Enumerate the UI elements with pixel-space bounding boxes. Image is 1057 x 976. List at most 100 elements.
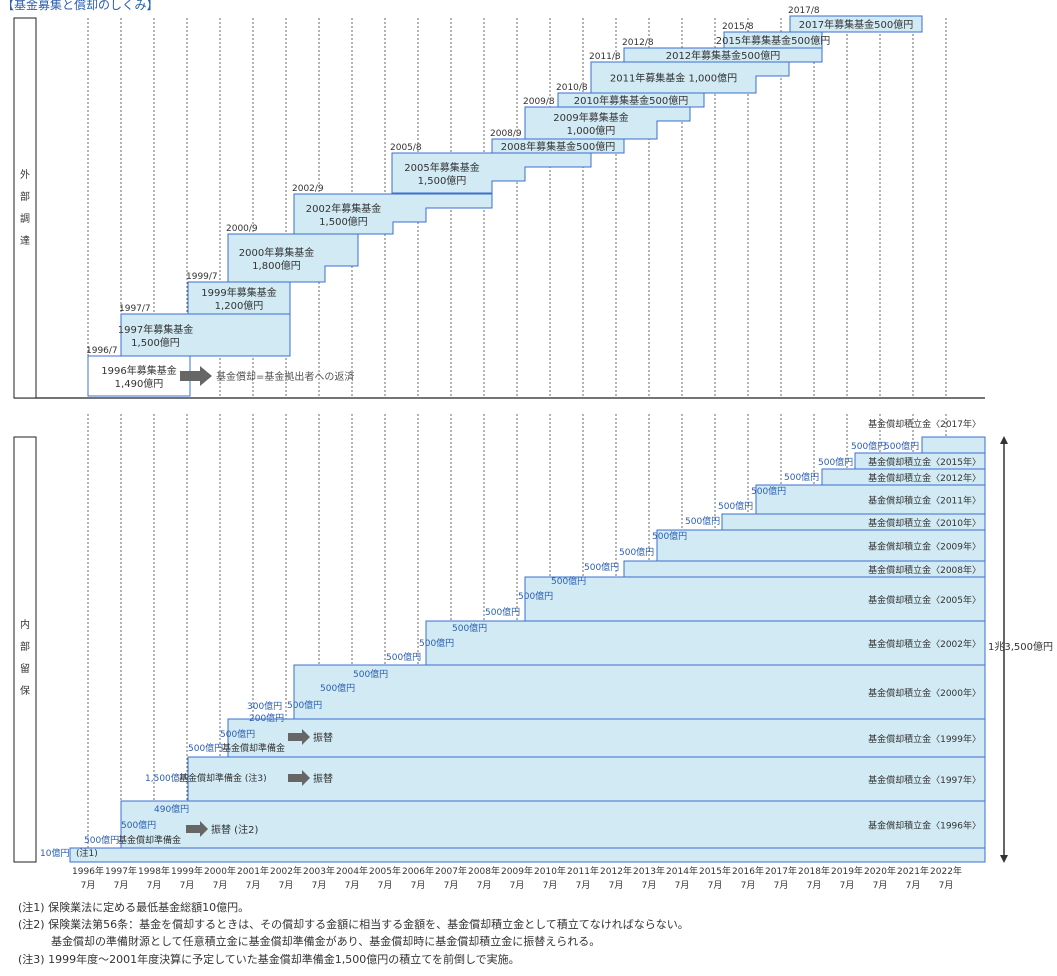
reserve-label: 基金償却積立金〈1996年〉 — [868, 820, 981, 832]
increment-label: 500億円 — [884, 440, 919, 452]
fund-date: 2012/8 — [622, 38, 654, 48]
diagram-title: 【基金募集と償却のしくみ】 — [2, 0, 159, 12]
month-label: 7月 — [609, 880, 624, 891]
increment-label: 500億円 — [485, 606, 520, 618]
increment-label: 500億円 — [751, 485, 786, 497]
year-label: 2022年 — [930, 865, 962, 877]
fund-date: 2015/8 — [722, 22, 754, 32]
year-label: 2007年 — [435, 865, 467, 877]
fund-date: 2000/9 — [226, 224, 258, 234]
month-label: 7月 — [246, 880, 261, 891]
year-label: 2019年 — [831, 865, 863, 877]
fund-amount: 1,800億円 — [252, 259, 301, 272]
reserve-label: 基金償却積立金〈2009年〉 — [868, 541, 981, 553]
month-label: 7月 — [411, 880, 426, 891]
fund-date: 2017/8 — [788, 6, 820, 16]
increment-label: 500億円 — [619, 546, 654, 558]
year-label: 1999年 — [171, 865, 203, 877]
year-label: 2016年 — [732, 865, 764, 877]
fund-label: 2000年募集基金 — [239, 246, 314, 259]
month-label: 7月 — [873, 880, 888, 891]
month-label: 7月 — [741, 880, 756, 891]
increment-label: 490億円 — [154, 803, 189, 815]
year-label: 2010年 — [534, 865, 566, 877]
fund-date: 2008/9 — [490, 129, 522, 139]
month-label: 7月 — [708, 880, 723, 891]
note-2: (注2) 保険業法第56条：基金を償却するときは、その償却する金額に相当する金額… — [18, 918, 689, 931]
reserve-label: 基金償却積立金〈2010年〉 — [868, 517, 981, 529]
reserve-label: 基金償却積立金〈2002年〉 — [868, 638, 981, 650]
repayment-label: 基金償却=基金拠出者への返済 — [216, 370, 354, 383]
month-label: 7月 — [312, 880, 327, 891]
reserve-band — [755, 484, 986, 515]
month-label: 7月 — [543, 880, 558, 891]
transfer-label: 振替 (注2) — [211, 823, 258, 836]
fund-label: 2010年募集基金500億円 — [574, 94, 689, 107]
internal-label-char: 内 — [20, 618, 30, 631]
month-label: 7月 — [906, 880, 921, 891]
increment-label: 10億円 — [40, 847, 69, 859]
increment-label: 500億円 — [851, 440, 886, 452]
transfer-label: 振替 — [313, 772, 333, 785]
fund-date: 1999/7 — [186, 272, 218, 282]
reserve-label: 基金償却積立金〈2011年〉 — [868, 495, 981, 507]
fund-box — [391, 152, 592, 194]
month-label: 7月 — [510, 880, 525, 891]
year-label: 2011年 — [567, 865, 599, 877]
increment-label: 500億円 — [188, 742, 223, 754]
fund-amount: 1,500億円 — [319, 215, 368, 228]
fund-amount: 1,000億円 — [567, 124, 616, 137]
year-label: 1997年 — [105, 865, 137, 877]
month-label: 7月 — [147, 880, 162, 891]
month-label: 7月 — [807, 880, 822, 891]
external-label-char: 調 — [20, 212, 30, 225]
reserve-label: 基金償却積立金〈1999年〉 — [868, 733, 981, 745]
reserve-band — [293, 664, 986, 720]
year-label: 2005年 — [369, 865, 401, 877]
note-1: (注1) 保険業法に定める最低基金総額10億円。 — [18, 901, 250, 914]
year-label: 2002年 — [270, 865, 302, 877]
increment-label: 500億円 — [718, 500, 753, 512]
fund-label: 2008年募集基金500億円 — [501, 140, 616, 153]
transfer-label: 振替 — [313, 731, 333, 744]
fund-amount: 1,490億円 — [115, 377, 164, 390]
increment-label: 500億円 — [84, 834, 119, 846]
month-label: 7月 — [840, 880, 855, 891]
reserve-label: 基金償却積立金〈2000年〉 — [868, 687, 981, 699]
fund-label: 1999年募集基金 — [201, 286, 276, 299]
year-label: 2008年 — [468, 865, 500, 877]
increment-label: 500億円 — [584, 561, 619, 573]
increment-label: 500億円 — [320, 682, 355, 694]
fund-amount: 1,500億円 — [131, 336, 180, 349]
internal-label-char: 留 — [20, 662, 30, 675]
fund-date: 1997/7 — [119, 304, 151, 314]
year-label: 2009年 — [501, 865, 533, 877]
fund-date: 2011/8 — [589, 52, 621, 62]
internal-label-char: 部 — [20, 640, 30, 653]
fund-date: 2005/8 — [390, 143, 422, 153]
year-label: 2020年 — [864, 865, 896, 877]
year-label: 2004年 — [336, 865, 368, 877]
year-label: 2018年 — [798, 865, 830, 877]
reserve-band — [425, 620, 986, 666]
year-label: 2017年 — [765, 865, 797, 877]
fund-amount: 1,200億円 — [215, 299, 264, 312]
fund-label: 1997年募集基金 — [118, 323, 193, 336]
month-label: 7月 — [774, 880, 789, 891]
fund-date: 1996/7 — [86, 346, 118, 356]
increment-label: 500億円 — [652, 530, 687, 542]
increment-label: 500億円 — [818, 456, 853, 468]
month-label: 7月 — [345, 880, 360, 891]
increment-label: 500億円 — [220, 728, 255, 740]
increment-label: 500億円 — [419, 637, 454, 649]
month-label: 7月 — [939, 880, 954, 891]
fund-label: 2015年募集基金500億円 — [716, 34, 831, 47]
fund-label: 2012年募集基金500億円 — [666, 49, 781, 62]
repayment-arrow — [180, 366, 212, 386]
year-label: 2001年 — [237, 865, 269, 877]
increment-sub: 基金償却準備金 — [222, 742, 285, 754]
reserve-band — [227, 718, 986, 758]
reserve-label: 基金償却積立金〈2017年〉 — [868, 418, 981, 430]
total-arrow-bottom — [1000, 855, 1008, 863]
increment-label: 500億円 — [452, 622, 487, 634]
